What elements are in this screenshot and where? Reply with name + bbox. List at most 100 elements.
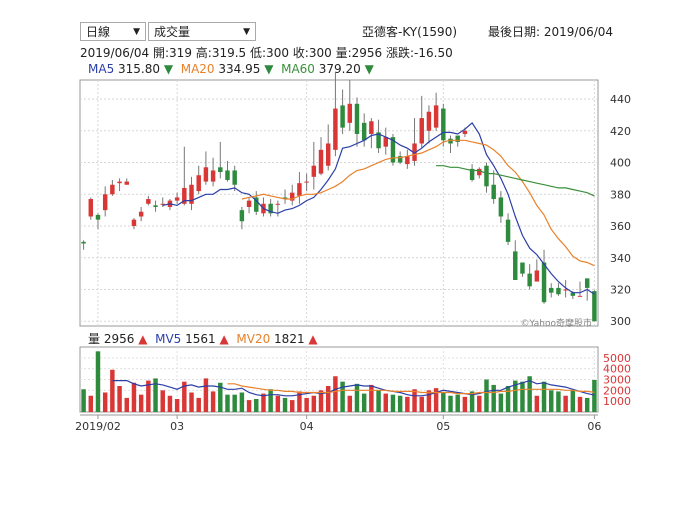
candle-body (225, 170, 230, 180)
volume-bar (361, 393, 367, 412)
candle-body (527, 273, 532, 287)
price-panel-frame (79, 79, 599, 327)
candle-body (462, 130, 468, 134)
chevron-down-icon: ▼ (133, 27, 140, 37)
ma60-legend: MA60 379.20 ▼ (281, 62, 374, 76)
mv5-line (112, 379, 595, 397)
candle-body (383, 137, 388, 147)
quote-high: 高:319.5 (195, 46, 247, 60)
candle-body (153, 205, 158, 207)
x-tick-label: 06 (587, 420, 601, 433)
x-tick-label: 03 (170, 420, 184, 433)
volume-bar (333, 376, 338, 412)
mv20-line (227, 383, 595, 395)
candle-body (297, 183, 302, 196)
mv20-legend: MV20 1821 ▲ (236, 332, 318, 346)
candle-body (491, 184, 496, 200)
volume-bars (81, 351, 597, 412)
volume-bar (505, 386, 511, 412)
candle-body (469, 168, 475, 180)
candle-body (275, 203, 281, 205)
volume-bar (102, 392, 108, 412)
x-tick-label: 2019/02 (75, 420, 121, 433)
candle-body (333, 108, 338, 150)
candle-body (340, 105, 345, 128)
volume-bar (563, 395, 568, 412)
volume-bar (254, 399, 259, 412)
candle-body (426, 111, 432, 131)
chevron-down-icon: ▼ (243, 27, 250, 37)
candle-body (174, 197, 180, 201)
volume-bar (290, 400, 295, 412)
volume-bar (174, 399, 180, 412)
candle-body (102, 194, 108, 211)
candle-body (182, 187, 187, 204)
candle-body (484, 165, 489, 187)
volume-bar (462, 396, 468, 412)
up-arrow-icon: ▲ (219, 332, 229, 346)
volume-bar (167, 395, 173, 412)
price-tick-label: 320 (610, 283, 631, 296)
quote-low: 低:300 (250, 46, 289, 60)
candle-body (563, 289, 568, 291)
candle-body (584, 278, 590, 288)
x-tick-label: 05 (436, 420, 450, 433)
period-select[interactable]: 日線 ▼ (80, 22, 146, 41)
ma20-legend: MA20 334.95 ▼ (180, 62, 274, 76)
candle-body (210, 170, 216, 182)
indicator-select[interactable]: 成交量 ▼ (148, 22, 256, 41)
candle-body (117, 181, 122, 184)
watermark: ©Yahoo奇摩股市 (521, 317, 593, 329)
volume-bar (498, 393, 504, 412)
volume-bar (297, 391, 302, 412)
mv5-legend: MV5 1561 ▲ (155, 332, 229, 346)
ma20-line (241, 139, 595, 267)
price-tick-label: 400 (610, 157, 631, 170)
volume-bar (383, 393, 388, 412)
volume-ma-lines (112, 379, 595, 397)
stock-name: 亞德客-KY(1590) (362, 25, 458, 39)
volume-bar (239, 392, 245, 412)
volume-bar (347, 395, 353, 412)
candle-body (95, 214, 101, 220)
ma5-line (162, 121, 595, 295)
volume-legend: 量 2956 ▲ MV5 1561 ▲ MV20 1821 ▲ (88, 330, 318, 347)
candle-body (505, 219, 511, 242)
candle-body (203, 167, 209, 182)
volume-bar (282, 397, 288, 412)
volume-bar (390, 394, 396, 412)
candle-body (570, 292, 576, 296)
volume-legend-item: 量 2956 ▲ (88, 332, 148, 346)
volume-bar (577, 396, 583, 412)
price-tick-label: 360 (610, 220, 631, 233)
volume-bar (124, 397, 129, 412)
candle-body (282, 197, 288, 200)
volume-bar (455, 394, 460, 412)
down-arrow-icon: ▼ (364, 62, 374, 76)
price-tick-label: 380 (610, 188, 631, 201)
volume-tick-label: 2000 (603, 384, 631, 397)
volume-bar (88, 395, 94, 412)
quote-line: 2019/06/04 開:319 高:319.5 低:300 收:300 量:2… (80, 44, 453, 61)
volume-bar (520, 381, 525, 412)
price-tick-label: 300 (610, 315, 631, 328)
candle-body (146, 199, 151, 204)
indicator-select-value: 成交量 (154, 25, 191, 39)
candle-body (232, 170, 237, 185)
candle-body (160, 203, 165, 205)
volume-bar (441, 392, 446, 412)
price-grid (79, 79, 599, 327)
candle-body (433, 105, 439, 128)
quote-open: 開:319 (153, 46, 192, 60)
volume-bar (412, 389, 417, 412)
candle-body (556, 287, 561, 295)
candle-body (592, 291, 597, 322)
ma60-line (436, 165, 595, 197)
up-arrow-icon: ▲ (138, 332, 148, 346)
price-tick-label: 420 (610, 125, 631, 138)
volume-bar (95, 351, 101, 412)
volume-bar (570, 390, 576, 412)
candle-body (441, 108, 446, 141)
quote-close: 收:300 (292, 46, 332, 60)
volume-tick-label: 3000 (603, 374, 631, 387)
